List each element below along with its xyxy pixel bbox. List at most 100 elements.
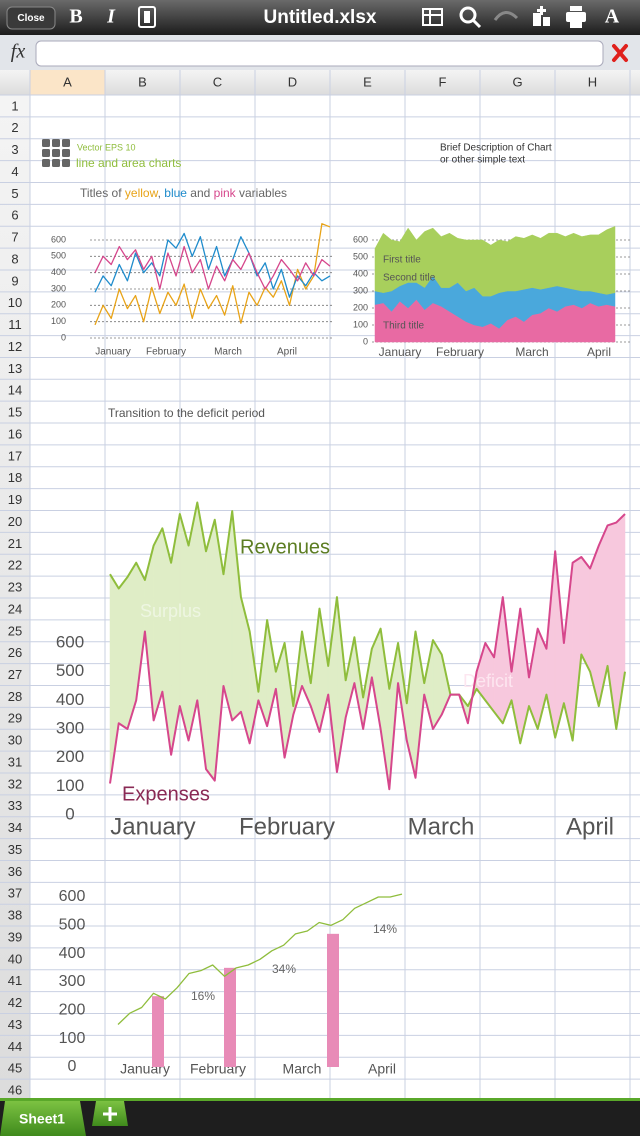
y-tick-label: 100	[353, 319, 368, 329]
row-label: 23	[8, 580, 22, 595]
row-label: 38	[8, 908, 22, 923]
row-label: 29	[8, 711, 22, 726]
y-tick-label: 400	[59, 945, 86, 962]
row-label: 12	[8, 339, 22, 354]
description: or other simple text	[440, 155, 525, 166]
row-label: 45	[8, 1061, 22, 1076]
row-label: 22	[8, 558, 22, 573]
active-column-header	[30, 70, 105, 95]
x-tick-label: April	[368, 1061, 396, 1077]
series-line	[109, 501, 626, 745]
undo-button[interactable]	[493, 11, 519, 21]
row-label: 24	[8, 601, 22, 616]
gap-area	[598, 525, 608, 707]
format-button[interactable]: A	[605, 6, 620, 28]
charts: 0 100 200 300 400 500 600 January February March A…	[42, 139, 630, 1077]
column-label: B	[138, 74, 147, 89]
y-tick-label: 500	[51, 251, 66, 261]
y-tick-label: 100	[59, 1030, 86, 1047]
row-label: 46	[8, 1083, 22, 1098]
gap-area	[493, 597, 504, 725]
file-title: Untitled.xlsx	[264, 7, 377, 28]
y-tick-label: 0	[65, 804, 74, 823]
y-tick-label: 300	[59, 973, 86, 990]
y-tick-label: 600	[59, 888, 86, 905]
italic-button[interactable]: I	[106, 6, 116, 28]
row-label: 6	[11, 208, 18, 223]
close-label[interactable]: Close	[17, 13, 45, 24]
y-tick-label: 200	[56, 747, 84, 766]
column-label: D	[288, 74, 297, 89]
x-tick-label: February	[190, 1061, 246, 1077]
y-tick-label: 400	[51, 267, 66, 277]
x-tick-label: January	[95, 347, 131, 358]
annotation: 14%	[373, 922, 397, 936]
row-label: 7	[11, 230, 18, 245]
x-tick-label: January	[110, 813, 195, 840]
y-tick-label: 600	[56, 632, 84, 651]
bold-button[interactable]: B	[69, 6, 82, 28]
row-label: 28	[8, 689, 22, 704]
row-label: 14	[8, 383, 22, 398]
row-label: 41	[8, 973, 22, 988]
header-title: line and area charts	[76, 156, 181, 170]
row-label: 16	[8, 426, 22, 441]
bar	[152, 996, 164, 1067]
close-button[interactable]	[6, 6, 56, 30]
logo-square	[52, 159, 60, 167]
sheet-tab-label[interactable]: Sheet1	[19, 1111, 65, 1127]
logo-square	[62, 139, 70, 147]
add-sheet-button[interactable]	[92, 1101, 128, 1126]
print-button[interactable]	[566, 6, 586, 28]
row-label: 35	[8, 842, 22, 857]
title-part: yellow	[125, 186, 159, 200]
annotation: Deficit	[463, 671, 513, 691]
formula-input[interactable]	[35, 40, 604, 67]
y-tick-label: 0	[363, 336, 368, 346]
row-label: 8	[11, 251, 18, 266]
logo-icon	[42, 139, 70, 167]
series-line	[109, 513, 626, 791]
column-label: F	[439, 74, 447, 89]
row-label: 31	[8, 754, 22, 769]
logo-square	[62, 149, 70, 157]
y-tick-label: 500	[59, 917, 86, 934]
column-label: H	[588, 74, 597, 89]
gap-area	[572, 556, 582, 741]
x-tick-label: February	[239, 813, 335, 840]
gap-area	[589, 545, 600, 707]
table-button[interactable]	[422, 8, 443, 26]
row-label: 2	[11, 120, 18, 135]
series-label: Second title	[383, 273, 436, 284]
sheet-tab[interactable]	[0, 1101, 86, 1136]
y-tick-label: 400	[353, 268, 368, 278]
y-tick-label: 100	[51, 316, 66, 326]
row-label: 40	[8, 951, 22, 966]
gap-area	[205, 519, 215, 782]
x-tick-label: March	[515, 345, 548, 359]
gap-area	[581, 556, 591, 672]
row-label: 30	[8, 733, 22, 748]
bar	[327, 933, 339, 1067]
cancel-button[interactable]	[612, 44, 628, 62]
title-part: blue	[164, 186, 187, 200]
search-button[interactable]	[459, 6, 482, 29]
gap-area	[135, 562, 146, 701]
currency-button[interactable]	[138, 6, 156, 28]
legend-label: Revenues	[240, 536, 330, 558]
logo-square	[62, 159, 70, 167]
logo-square	[52, 139, 60, 147]
series-line	[94, 223, 331, 326]
y-tick-label: 200	[353, 302, 368, 312]
title-part: variables	[236, 186, 287, 200]
logo-square	[42, 139, 50, 147]
y-tick-label: 200	[51, 300, 66, 310]
y-tick-label: 0	[68, 1058, 77, 1075]
bar	[224, 967, 236, 1067]
insert-button[interactable]	[533, 6, 550, 26]
y-tick-label: 0	[61, 332, 66, 342]
column-label: C	[213, 74, 222, 89]
row-label: 5	[11, 186, 18, 201]
series-line	[94, 232, 331, 298]
gap-area	[153, 528, 163, 721]
